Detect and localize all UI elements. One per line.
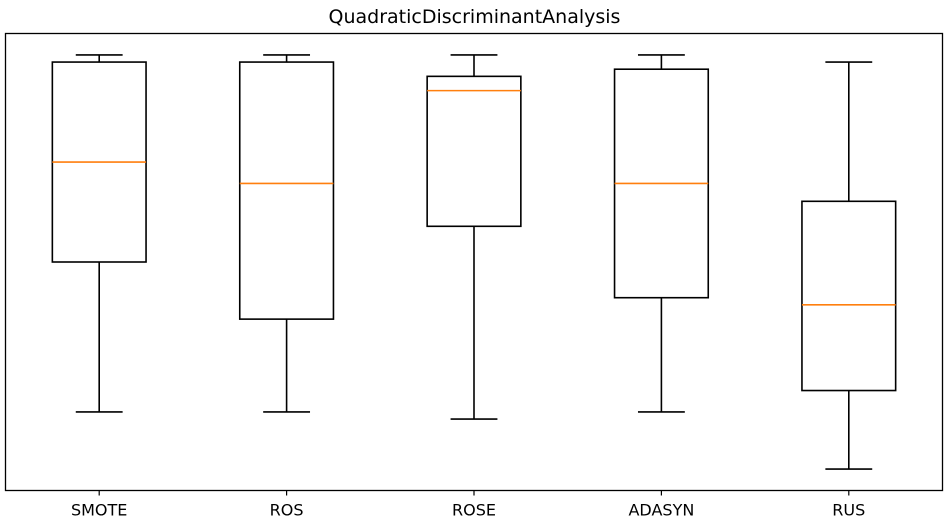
- boxes-layer: [51, 54, 897, 470]
- box-group-adasyn: [613, 54, 710, 413]
- x-axis-ticks: SMOTE ROS ROSE ADASYN RUS: [71, 490, 865, 520]
- box-rus: [801, 200, 897, 392]
- x-tick-label-adasyn: ADASYN: [628, 501, 694, 520]
- x-tick-label-rose: ROSE: [452, 501, 496, 520]
- x-tick-label-rus: RUS: [832, 501, 865, 520]
- box-ros: [238, 61, 335, 320]
- x-tick-label-ros: ROS: [270, 501, 304, 520]
- x-tick-label-smote: SMOTE: [71, 501, 127, 520]
- box-group-rus: [801, 61, 897, 470]
- box-group-rose: [426, 54, 522, 420]
- box-group-ros: [238, 54, 335, 413]
- chart-title: QuadraticDiscriminantAnalysis: [328, 6, 621, 28]
- box-group-smote: [51, 54, 147, 413]
- box-rose: [426, 75, 522, 228]
